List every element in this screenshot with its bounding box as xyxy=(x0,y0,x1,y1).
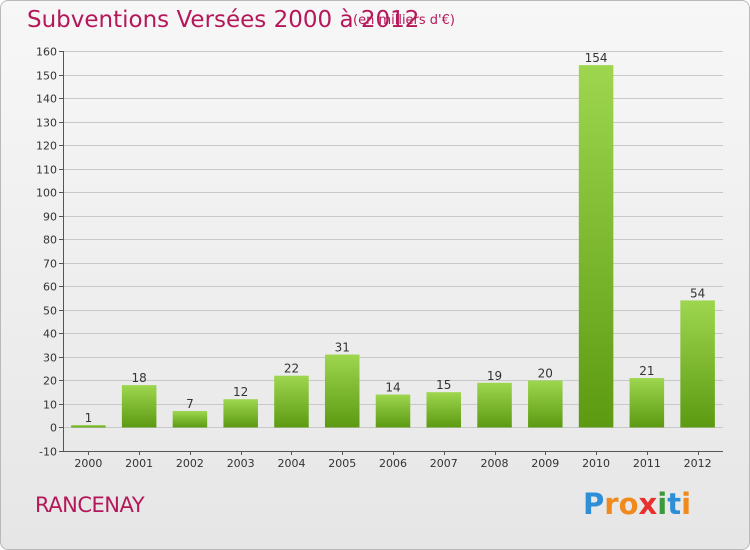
bar xyxy=(477,382,512,428)
data-label: 31 xyxy=(335,341,350,355)
y-tick-label: 140 xyxy=(36,93,57,106)
data-labels: 1 18 7 12 22 31 14 15 19 20 154 21 54 xyxy=(85,51,706,425)
x-tick-label: 2012 xyxy=(684,457,712,470)
data-label: 54 xyxy=(690,286,705,300)
proxiti-logo[interactable]: Proxiti xyxy=(583,487,691,521)
y-tick-label: 10 xyxy=(43,399,57,412)
bar xyxy=(223,399,258,428)
logo-letter: i xyxy=(681,487,692,521)
y-tick-label: 20 xyxy=(43,375,57,388)
data-label: 1 xyxy=(85,411,93,425)
y-tick-label: 130 xyxy=(36,117,57,130)
data-label: 19 xyxy=(487,369,502,383)
y-tick-label: 0 xyxy=(50,422,57,435)
y-tick-label: 50 xyxy=(43,305,57,318)
chart-subtitle: (en milliers d'€) xyxy=(353,13,455,28)
bar xyxy=(324,354,360,428)
commune-name: RANCENAY xyxy=(35,493,145,517)
data-label: 21 xyxy=(639,364,654,378)
bar xyxy=(172,411,208,428)
bar xyxy=(629,378,665,428)
data-label: 154 xyxy=(585,51,608,65)
x-tick-label: 2005 xyxy=(328,457,356,470)
y-tick-label: 80 xyxy=(43,234,57,247)
y-tick-label: 30 xyxy=(43,352,57,365)
x-tick-label: 2002 xyxy=(176,457,204,470)
bar xyxy=(274,375,309,428)
x-tick-label: 2006 xyxy=(379,457,407,470)
chart-title: Subventions Versées 2000 à 2012 xyxy=(27,7,420,33)
bar xyxy=(528,380,563,428)
logo-letter: x xyxy=(638,487,658,521)
bar xyxy=(680,300,715,428)
bar xyxy=(121,385,157,428)
logo-letter: r xyxy=(604,487,619,521)
y-tick-label: 120 xyxy=(36,140,57,153)
data-label: 7 xyxy=(186,397,194,411)
data-label: 20 xyxy=(538,366,553,380)
y-tick-label: 70 xyxy=(43,258,57,271)
data-label: 18 xyxy=(132,371,147,385)
y-tick-label: 100 xyxy=(36,187,57,200)
bar xyxy=(375,394,411,428)
data-label: 15 xyxy=(436,378,451,392)
bars xyxy=(71,65,715,428)
y-tick-label: 40 xyxy=(43,328,57,341)
bar xyxy=(578,65,614,428)
x-tick-label: 2000 xyxy=(74,457,102,470)
x-tick-label: 2003 xyxy=(227,457,255,470)
x-tick-label: 2007 xyxy=(430,457,458,470)
logo-letter: t xyxy=(667,487,682,521)
x-tick-label: 2009 xyxy=(531,457,559,470)
data-label: 14 xyxy=(385,381,400,395)
y-tick-label: -10 xyxy=(39,446,57,459)
y-tick-label: 60 xyxy=(43,281,57,294)
x-tick-label: 2001 xyxy=(125,457,153,470)
x-tick-label: 2010 xyxy=(582,457,610,470)
axes: -100102030405060708090100110120130140150… xyxy=(36,46,723,470)
x-tick-label: 2008 xyxy=(481,457,509,470)
data-label: 12 xyxy=(233,385,248,399)
bar xyxy=(71,425,106,428)
y-tick-label: 90 xyxy=(43,211,57,224)
data-label: 22 xyxy=(284,362,299,376)
x-tick-label: 2011 xyxy=(633,457,661,470)
y-tick-label: 110 xyxy=(36,164,57,177)
y-tick-label: 150 xyxy=(36,70,57,83)
y-tick-label: 160 xyxy=(36,46,57,59)
logo-letter: P xyxy=(583,487,605,521)
x-tick-label: 2004 xyxy=(277,457,305,470)
bar xyxy=(426,392,462,428)
logo-letter: i xyxy=(657,487,668,521)
logo-letter: o xyxy=(618,487,639,521)
